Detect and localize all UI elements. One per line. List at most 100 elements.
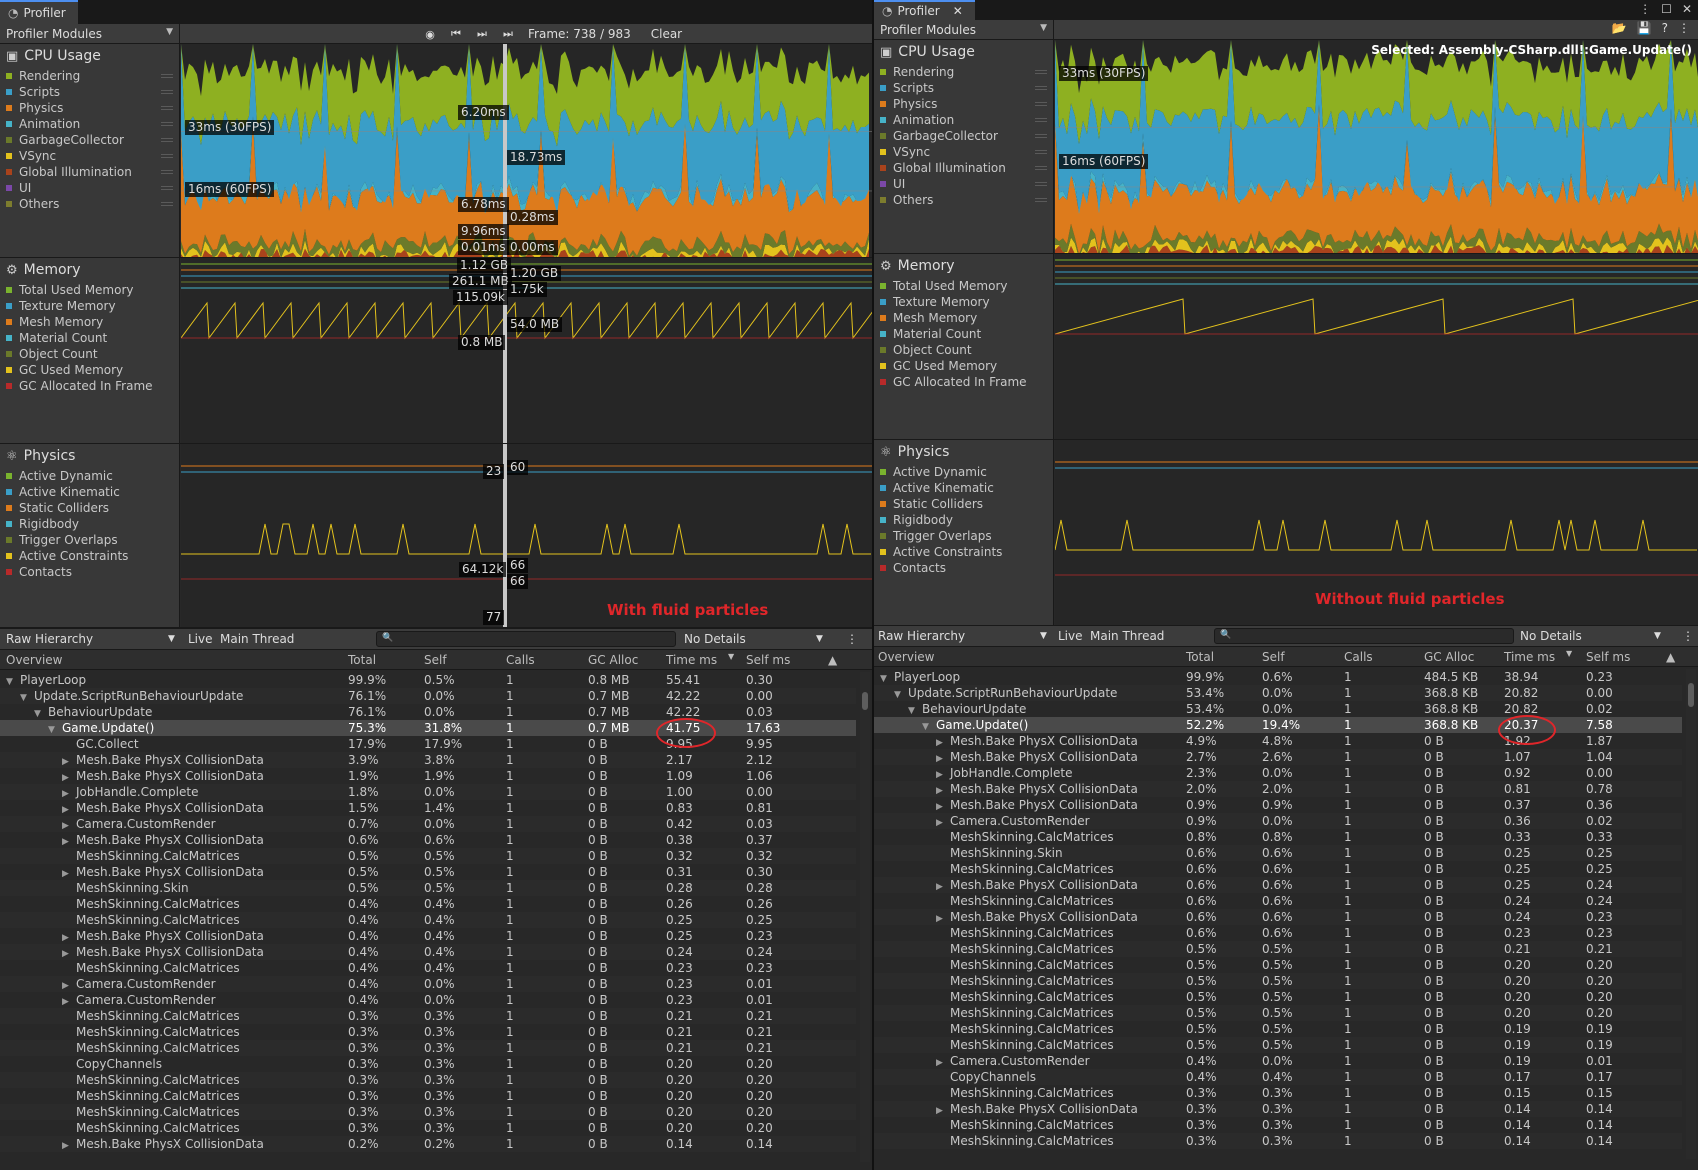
thread-dropdown[interactable]: Main Thread — [220, 632, 295, 646]
legend-item-trigger-overlaps[interactable]: Trigger Overlaps — [874, 528, 1053, 544]
table-row[interactable]: MeshSkinning.CalcMatrices 0.5% 0.5% 1 0 B 0.1… — [874, 1037, 1682, 1053]
table-row[interactable]: MeshSkinning.CalcMatrices 0.8% 0.8% 1 0 B 0.3… — [874, 829, 1682, 845]
table-row[interactable]: MeshSkinning.CalcMatrices 0.4% 0.4% 1 0 B 0.2… — [0, 960, 856, 976]
expanded-arrow-icon[interactable]: ▼ — [922, 722, 929, 732]
table-row[interactable]: ▶ Mesh.Bake PhysX CollisionData 3.9% 3.8% 1 0… — [0, 752, 856, 768]
collapsed-arrow-icon[interactable]: ▶ — [62, 757, 69, 767]
collapsed-arrow-icon[interactable]: ▶ — [936, 786, 943, 796]
physics-title[interactable]: ⚛ Physics — [874, 440, 1053, 464]
collapsed-arrow-icon[interactable]: ▶ — [62, 821, 69, 831]
record-button[interactable]: ◉ — [425, 27, 435, 41]
load-icon[interactable]: 📂 — [1611, 21, 1627, 35]
collapsed-arrow-icon[interactable]: ▶ — [62, 837, 69, 847]
table-row[interactable]: ▶ Mesh.Bake PhysX CollisionData 0.5% 0.5% 1 0… — [0, 864, 856, 880]
drag-handle-icon[interactable] — [161, 186, 173, 190]
table-row[interactable]: MeshSkinning.CalcMatrices 0.5% 0.5% 1 0 B 0.2… — [874, 1005, 1682, 1021]
collapsed-arrow-icon[interactable]: ▶ — [62, 773, 69, 783]
table-row[interactable]: MeshSkinning.CalcMatrices 0.5% 0.5% 1 0 B 0.3… — [0, 848, 856, 864]
last-frame-button[interactable]: ⏭ — [503, 27, 513, 40]
cpu-usage-chart[interactable]: Selected: Assembly-CSharp.dll!:Game.Upda… — [1055, 40, 1698, 253]
legend-item-scripts[interactable]: Scripts — [874, 80, 1053, 96]
legend-item-total-used-memory[interactable]: Total Used Memory — [874, 278, 1053, 294]
legend-item-gc-used-memory[interactable]: GC Used Memory — [0, 362, 179, 378]
drag-handle-icon[interactable] — [1035, 166, 1047, 170]
table-row[interactable]: ▼ BehaviourUpdate 76.1% 0.0% 1 0.7 MB 42.22 0.0… — [0, 704, 856, 720]
legend-item-vsync[interactable]: VSync — [0, 148, 179, 164]
table-row[interactable]: ▶ Mesh.Bake PhysX CollisionData 1.5% 1.4% 1 0… — [0, 800, 856, 816]
collapsed-arrow-icon[interactable]: ▶ — [62, 805, 69, 815]
physics-module[interactable]: ⚛ Physics Active Dynamic Active Kinematic… — [0, 444, 872, 628]
legend-item-animation[interactable]: Animation — [874, 112, 1053, 128]
table-row[interactable]: ▶ Mesh.Bake PhysX CollisionData 4.9% 4.8% 1 0… — [874, 733, 1682, 749]
legend-item-active-kinematic[interactable]: Active Kinematic — [0, 484, 179, 500]
cpu-usage-title[interactable]: ▣ CPU Usage — [874, 40, 1053, 64]
table-row[interactable]: MeshSkinning.CalcMatrices 0.5% 0.5% 1 0 B 0.2… — [874, 941, 1682, 957]
legend-item-physics[interactable]: Physics — [0, 100, 179, 116]
table-row[interactable]: ▶ Mesh.Bake PhysX CollisionData 0.4% 0.4% 1 0… — [0, 944, 856, 960]
table-row[interactable]: ▶ Mesh.Bake PhysX CollisionData 2.0% 2.0% 1 0… — [874, 781, 1682, 797]
view-mode-dropdown[interactable]: Raw Hierarchy — [6, 632, 94, 646]
physics-title[interactable]: ⚛ Physics — [0, 444, 179, 468]
thread-dropdown[interactable]: Main Thread — [1090, 629, 1165, 643]
legend-item-others[interactable]: Others — [874, 192, 1053, 208]
drag-handle-icon[interactable] — [1035, 150, 1047, 154]
table-row[interactable]: ▼ Update.ScriptRunBehaviourUpdate 76.1% 0.0… — [0, 688, 856, 704]
live-toggle[interactable]: Live — [188, 632, 213, 646]
drag-handle-icon[interactable] — [1035, 134, 1047, 138]
table-row[interactable]: MeshSkinning.CalcMatrices 0.3% 0.3% 1 0 B 0.1… — [874, 1117, 1682, 1133]
cpu-usage-module[interactable]: ▣ CPU Usage Rendering Scripts Physics Anima… — [874, 40, 1698, 254]
memory-chart[interactable] — [1055, 254, 1698, 439]
legend-item-static-colliders[interactable]: Static Colliders — [874, 496, 1053, 512]
column-self[interactable]: Self — [424, 653, 447, 667]
legend-item-active-dynamic[interactable]: Active Dynamic — [0, 468, 179, 484]
collapsed-arrow-icon[interactable]: ▶ — [936, 914, 943, 924]
expanded-arrow-icon[interactable]: ▼ — [908, 706, 915, 716]
legend-item-garbagecollector[interactable]: GarbageCollector — [0, 132, 179, 148]
expanded-arrow-icon[interactable]: ▼ — [48, 725, 55, 735]
column-time-ms[interactable]: Time ms — [1504, 650, 1556, 664]
first-frame-button[interactable]: ⏮ — [451, 27, 461, 40]
frame-cursor[interactable] — [503, 444, 507, 627]
memory-module[interactable]: ⚙ Memory Total Used Memory Texture Memory… — [0, 258, 872, 444]
table-row[interactable]: MeshSkinning.CalcMatrices 0.3% 0.3% 1 0 B 0.2… — [0, 1008, 856, 1024]
drag-handle-icon[interactable] — [161, 170, 173, 174]
legend-item-vsync[interactable]: VSync — [874, 144, 1053, 160]
table-row[interactable]: ▼ Game.Update() 75.3% 31.8% 1 0.7 MB 41.75 17.6… — [0, 720, 856, 736]
drag-handle-icon[interactable] — [1035, 70, 1047, 74]
table-row[interactable]: ▶ Mesh.Bake PhysX CollisionData 0.6% 0.6% 1 0… — [0, 832, 856, 848]
more-options-icon[interactable]: ⋮ — [1682, 629, 1694, 643]
legend-item-total-used-memory[interactable]: Total Used Memory — [0, 282, 179, 298]
legend-item-active-dynamic[interactable]: Active Dynamic — [874, 464, 1053, 480]
table-row[interactable]: ▶ Mesh.Bake PhysX CollisionData 0.6% 0.6% 1 0… — [874, 909, 1682, 925]
cpu-usage-title[interactable]: ▣ CPU Usage — [0, 44, 179, 68]
legend-item-animation[interactable]: Animation — [0, 116, 179, 132]
legend-item-object-count[interactable]: Object Count — [874, 342, 1053, 358]
help-icon[interactable]: ? — [1661, 21, 1668, 35]
table-row[interactable]: MeshSkinning.CalcMatrices 0.3% 0.3% 1 0 B 0.2… — [0, 1088, 856, 1104]
table-row[interactable]: ▶ Camera.CustomRender 0.4% 0.0% 1 0 B 0.19 0.01 — [874, 1053, 1682, 1069]
collapsed-arrow-icon[interactable]: ▶ — [936, 1106, 943, 1116]
table-row[interactable]: ▶ Mesh.Bake PhysX CollisionData 0.9% 0.9% 1 0… — [874, 797, 1682, 813]
column-total[interactable]: Total — [348, 653, 377, 667]
profiler-tab[interactable]: ◔ Profiler ✕ — [874, 0, 975, 20]
legend-item-rigidbody[interactable]: Rigidbody — [0, 516, 179, 532]
table-row[interactable]: ▶ Camera.CustomRender 0.9% 0.0% 1 0 B 0.36 0.02 — [874, 813, 1682, 829]
legend-item-contacts[interactable]: Contacts — [874, 560, 1053, 576]
legend-item-mesh-memory[interactable]: Mesh Memory — [874, 310, 1053, 326]
legend-item-rendering[interactable]: Rendering — [874, 64, 1053, 80]
collapsed-arrow-icon[interactable]: ▶ — [62, 949, 69, 959]
memory-title[interactable]: ⚙ Memory — [0, 258, 179, 282]
expanded-arrow-icon[interactable]: ▼ — [880, 674, 887, 684]
collapsed-arrow-icon[interactable]: ▶ — [936, 770, 943, 780]
frame-cursor[interactable] — [503, 44, 507, 257]
table-row[interactable]: ▼ BehaviourUpdate 53.4% 0.0% 1 368.8 KB 20.82 0… — [874, 701, 1682, 717]
collapsed-arrow-icon[interactable]: ▶ — [62, 1141, 69, 1151]
drag-handle-icon[interactable] — [161, 90, 173, 94]
physics-chart[interactable]: 23 60 64.12k 66 66 77 With fluid particl… — [181, 444, 872, 627]
drag-handle-icon[interactable] — [1035, 118, 1047, 122]
table-row[interactable]: MeshSkinning.CalcMatrices 0.3% 0.3% 1 0 B 0.2… — [0, 1072, 856, 1088]
table-row[interactable]: GC.Collect 17.9% 17.9% 1 0 B 9.95 9.95 — [0, 736, 856, 752]
table-row[interactable]: MeshSkinning.CalcMatrices 0.6% 0.6% 1 0 B 0.2… — [874, 893, 1682, 909]
legend-item-ui[interactable]: UI — [874, 176, 1053, 192]
legend-item-trigger-overlaps[interactable]: Trigger Overlaps — [0, 532, 179, 548]
